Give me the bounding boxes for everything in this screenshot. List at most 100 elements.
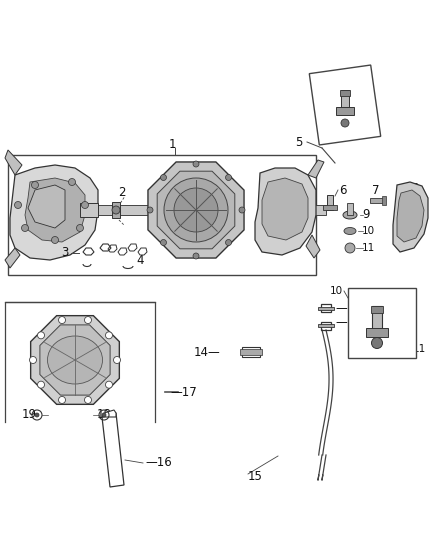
Bar [371, 306, 383, 313]
Circle shape [193, 161, 199, 167]
Text: 11: 11 [362, 243, 375, 253]
Bar [318, 307, 334, 310]
Circle shape [226, 239, 232, 246]
Circle shape [239, 207, 245, 213]
Text: 6: 6 [339, 183, 346, 197]
Polygon shape [102, 410, 116, 417]
Bar [112, 202, 120, 218]
Text: 1: 1 [168, 139, 176, 151]
Circle shape [371, 337, 382, 349]
Circle shape [81, 201, 88, 208]
Polygon shape [10, 165, 98, 260]
Circle shape [174, 188, 218, 232]
Circle shape [32, 182, 39, 189]
Circle shape [14, 201, 21, 208]
Polygon shape [255, 168, 316, 255]
Text: 3: 3 [61, 246, 69, 260]
Circle shape [160, 174, 166, 181]
Text: T: T [111, 448, 117, 458]
Circle shape [102, 413, 106, 417]
Polygon shape [5, 248, 20, 268]
Text: —16: —16 [145, 456, 172, 470]
Circle shape [164, 178, 228, 242]
Bar [321, 304, 331, 312]
Text: 10: 10 [362, 226, 375, 236]
Text: 5: 5 [295, 136, 303, 149]
Bar [372, 306, 382, 334]
Bar [240, 349, 262, 355]
Text: 8: 8 [411, 182, 419, 195]
Ellipse shape [47, 336, 102, 384]
Bar [8, 155, 316, 275]
Bar [340, 90, 350, 96]
Polygon shape [306, 235, 320, 258]
Circle shape [112, 206, 120, 214]
Text: V: V [111, 461, 119, 471]
Bar [98, 205, 166, 215]
Ellipse shape [343, 211, 357, 219]
Circle shape [68, 179, 75, 185]
Bar [321, 322, 331, 330]
Bar [242, 347, 260, 357]
Circle shape [113, 357, 120, 364]
Polygon shape [31, 316, 119, 405]
Circle shape [77, 224, 84, 231]
Circle shape [38, 381, 45, 388]
Text: 11: 11 [413, 344, 426, 354]
Bar [327, 195, 333, 210]
Bar [347, 203, 353, 215]
Polygon shape [157, 171, 235, 249]
Text: 2: 2 [118, 187, 126, 199]
Bar [348, 288, 416, 358]
Circle shape [29, 357, 36, 364]
Circle shape [59, 397, 66, 403]
Polygon shape [397, 190, 424, 242]
Bar [370, 198, 384, 203]
Circle shape [21, 224, 28, 231]
Polygon shape [309, 65, 381, 145]
Circle shape [35, 413, 39, 417]
Text: 14—: 14— [193, 345, 220, 359]
Text: R: R [109, 435, 117, 445]
Bar [382, 196, 386, 205]
Bar [80, 203, 98, 217]
Circle shape [147, 207, 153, 213]
Bar [341, 90, 349, 112]
Polygon shape [28, 185, 65, 228]
Polygon shape [308, 160, 324, 178]
Ellipse shape [344, 228, 356, 235]
Polygon shape [102, 413, 124, 487]
Text: 10: 10 [330, 286, 343, 296]
Polygon shape [262, 178, 308, 240]
Circle shape [226, 174, 232, 181]
Polygon shape [393, 182, 428, 252]
Circle shape [160, 239, 166, 246]
Bar [366, 328, 388, 337]
Circle shape [345, 243, 355, 253]
Circle shape [59, 317, 66, 324]
Circle shape [85, 317, 92, 324]
Circle shape [341, 119, 349, 127]
Text: —17: —17 [170, 385, 197, 399]
Bar [336, 107, 354, 115]
Text: 18: 18 [97, 408, 112, 422]
Text: —13: —13 [335, 317, 362, 329]
Circle shape [106, 332, 113, 339]
Text: 15: 15 [248, 471, 263, 483]
Polygon shape [148, 162, 244, 258]
Circle shape [52, 237, 59, 244]
Circle shape [38, 332, 45, 339]
Text: 9: 9 [362, 208, 370, 222]
Circle shape [193, 253, 199, 259]
Text: 19: 19 [22, 408, 37, 422]
Circle shape [106, 381, 113, 388]
Text: —12: —12 [335, 302, 362, 314]
Bar [258, 205, 326, 215]
Polygon shape [5, 150, 22, 175]
Text: 4: 4 [136, 254, 144, 266]
Bar [323, 205, 337, 210]
Polygon shape [25, 178, 85, 242]
Polygon shape [40, 325, 110, 395]
Bar [318, 324, 334, 327]
Circle shape [85, 397, 92, 403]
